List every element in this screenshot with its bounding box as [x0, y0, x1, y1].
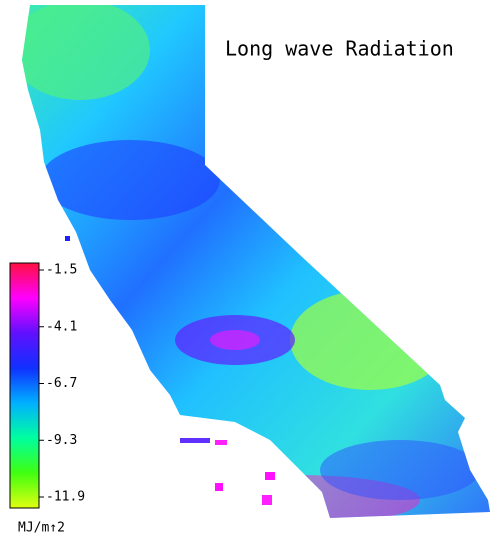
colorbar	[9, 262, 40, 509]
colorbar-unit: MJ/m↑2	[18, 521, 65, 536]
colorbar-tick-label: -9.3	[46, 433, 77, 448]
colorbar-tick-label: -1.5	[46, 263, 77, 278]
map-title: Long wave Radiation	[225, 37, 454, 61]
colorbar-tick-label: -4.1	[46, 319, 77, 334]
colorbar-tick-label: -11.9	[46, 490, 85, 505]
islands	[65, 236, 275, 505]
colorbar-tick-label: -6.7	[46, 376, 77, 391]
